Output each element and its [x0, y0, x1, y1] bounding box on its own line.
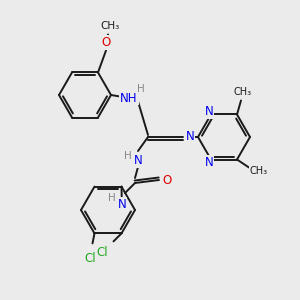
Text: H: H [137, 84, 145, 94]
Text: O: O [101, 36, 111, 49]
Text: H: H [124, 151, 132, 161]
Text: N: N [205, 156, 213, 169]
Text: CH₃: CH₃ [250, 166, 268, 176]
Text: N: N [134, 154, 142, 167]
Text: N: N [118, 197, 126, 211]
Text: N: N [186, 130, 194, 143]
Text: H: H [108, 193, 116, 203]
Text: NH: NH [120, 92, 138, 104]
Text: N: N [205, 105, 213, 118]
Text: CH₃: CH₃ [100, 22, 120, 32]
Text: O: O [162, 173, 172, 187]
Text: Cl: Cl [97, 246, 108, 259]
Text: Cl: Cl [85, 252, 96, 265]
Text: CH₃: CH₃ [234, 88, 252, 98]
